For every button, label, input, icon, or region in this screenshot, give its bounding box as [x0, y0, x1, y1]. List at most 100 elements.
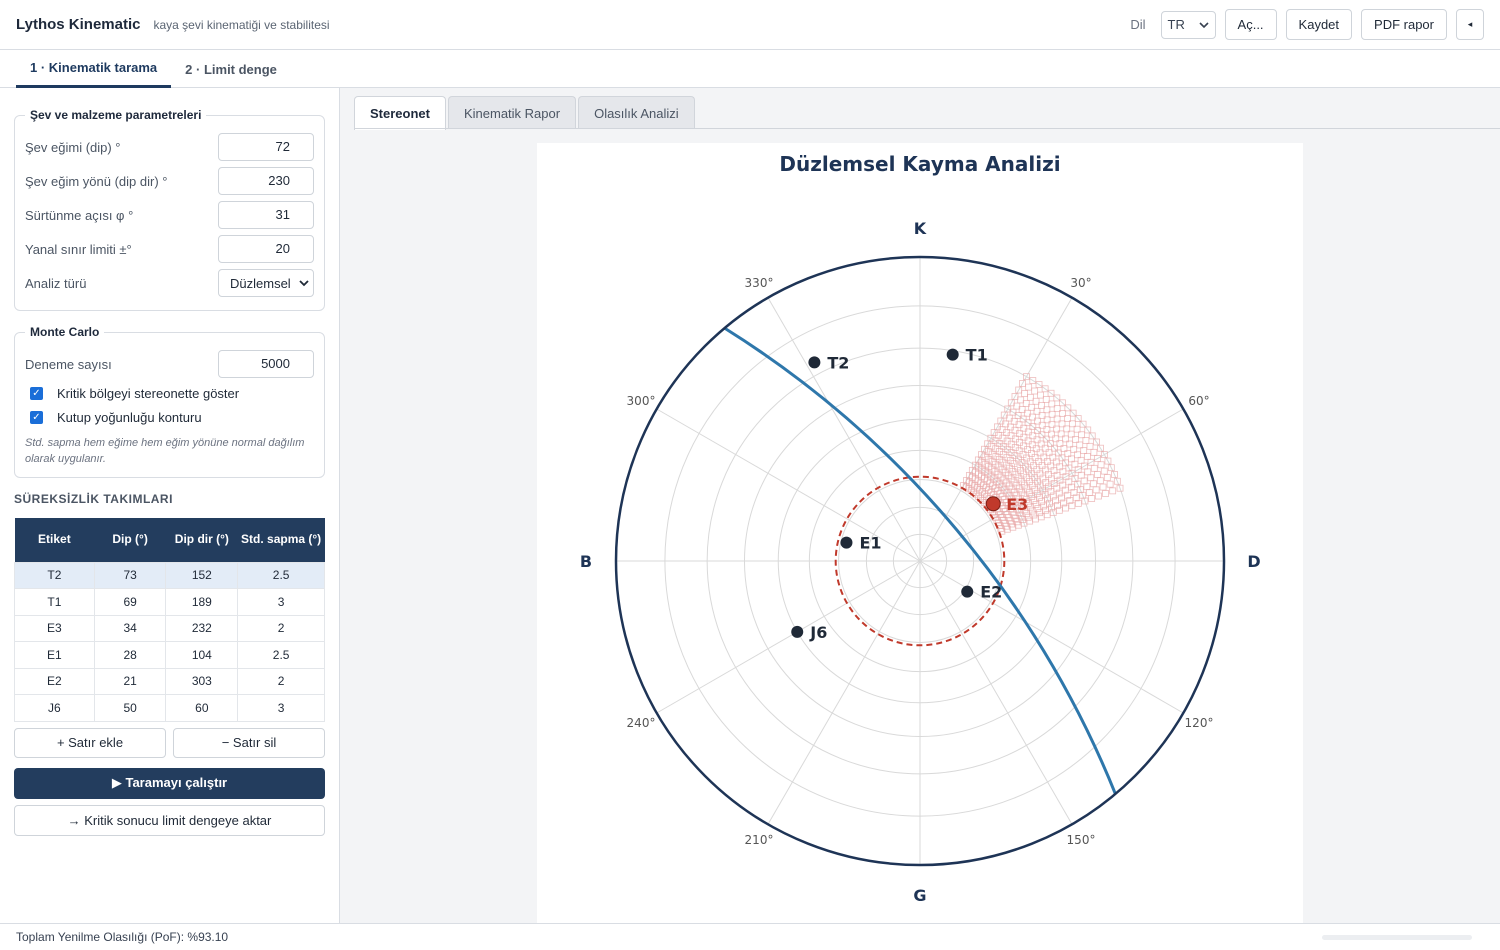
critical-zone-sample [1084, 452, 1091, 460]
cell-stddev[interactable]: 2 [237, 667, 325, 695]
cell-label[interactable]: T2 [14, 561, 95, 589]
critical-zone-sample [1060, 445, 1068, 452]
cell-dip[interactable]: 50 [93, 694, 167, 722]
cell-dip[interactable]: 73 [93, 561, 167, 589]
cell-dipdir[interactable]: 152 [165, 561, 239, 589]
cell-dipdir[interactable]: 232 [165, 614, 239, 642]
cell-stddev[interactable]: 2 [237, 614, 325, 642]
analysis-type-select[interactable]: Düzlemsel [218, 269, 314, 297]
critical-zone-sample [985, 455, 993, 463]
cell-stddev[interactable]: 3 [237, 694, 325, 722]
save-button[interactable]: Kaydet [1285, 9, 1353, 40]
critical-zone-sample [1017, 396, 1025, 404]
critical-zone-sample [1025, 383, 1033, 391]
tab-probability-analysis[interactable]: Olasılık Analizi [578, 96, 695, 129]
slope-dip-input[interactable]: 72 [218, 133, 314, 161]
cell-dipdir[interactable]: 60 [165, 694, 239, 722]
open-button[interactable]: Aç... [1224, 9, 1277, 40]
azimuth-label-30: 30° [1070, 276, 1091, 290]
critical-zone-sample [1043, 511, 1051, 519]
grid-spoke [656, 560, 921, 714]
stereonet-svg[interactable]: Düzlemsel Kayma Analizi T2 T1 E3 E1 E2 J6 K D… [537, 143, 1303, 923]
critical-zone-sample [1048, 400, 1056, 408]
critical-zone-sample [1086, 442, 1094, 450]
critical-zone-sample [1095, 492, 1102, 500]
cell-stddev[interactable]: 3 [237, 588, 325, 616]
critical-zone-sample [1090, 464, 1098, 472]
table-row[interactable]: E1 28 104 2.5 [14, 641, 325, 669]
cell-dipdir[interactable]: 303 [165, 667, 239, 695]
critical-zone-sample [1096, 477, 1104, 485]
critical-zone-sample [1049, 453, 1057, 461]
tab-limit-equilibrium[interactable]: 2 · Limit denge [185, 61, 277, 77]
lateral-limit-input[interactable]: 20 [218, 235, 314, 263]
pole-density-checkbox[interactable]: ✓ Kutup yoğunluğu konturu [25, 405, 314, 429]
cell-dipdir[interactable]: 189 [165, 588, 239, 616]
friction-angle-input[interactable]: 31 [218, 201, 314, 229]
table-row[interactable]: T1 69 189 3 [14, 588, 325, 616]
cell-stddev[interactable]: 2.5 [237, 561, 325, 589]
tab-kinematic-scan[interactable]: 1 · Kinematik tarama [16, 50, 172, 88]
column-header-dipdir[interactable]: Dip dir (°) [165, 518, 238, 562]
critical-zone-sample [1013, 518, 1021, 526]
tab-stereonet[interactable]: Stereonet [354, 96, 446, 130]
critical-zone-sample [1072, 436, 1079, 443]
critical-zone-sample [1088, 495, 1096, 502]
table-row[interactable]: T2 73 152 2.5 [14, 561, 325, 589]
cell-dip[interactable]: 69 [93, 588, 167, 616]
trials-input[interactable]: 5000 [218, 350, 314, 378]
critical-zone-sample [1026, 393, 1034, 401]
critical-zone-sample [1024, 513, 1032, 521]
critical-zone-sample [1019, 450, 1027, 458]
run-scan-button[interactable]: ▶ Taramayı çalıştır [14, 767, 325, 799]
critical-zone-sample [1042, 435, 1050, 443]
table-row[interactable]: J6 50 60 3 [14, 694, 325, 722]
pole-density-label: Kutup yoğunluğu konturu [57, 409, 202, 425]
grid-spoke [919, 560, 1184, 714]
add-row-button[interactable]: + Satır ekle [14, 727, 166, 758]
cell-stddev[interactable]: 2.5 [237, 641, 325, 669]
cell-dip[interactable]: 21 [93, 667, 167, 695]
critical-zone-sample [1029, 413, 1036, 421]
chevron-left-icon: ◂ [1467, 19, 1473, 29]
cell-label[interactable]: J6 [14, 694, 95, 722]
cell-label[interactable]: E1 [14, 641, 95, 669]
critical-zone-sample [1116, 484, 1124, 492]
collapse-panel-button[interactable]: ◂ [1456, 9, 1484, 40]
cell-dip[interactable]: 34 [93, 614, 167, 642]
column-header-dip[interactable]: Dip (°) [94, 518, 166, 562]
show-critical-zone-checkbox[interactable]: ✓ Kritik bölgeyi stereonette göster [25, 381, 314, 405]
table-row[interactable]: E3 34 232 2 [14, 614, 325, 642]
tab-kinematic-report[interactable]: Kinematik Rapor [447, 96, 577, 129]
critical-zone-sample [1079, 420, 1087, 428]
critical-zone-sample [1081, 497, 1089, 505]
critical-zone-sample [1049, 492, 1057, 500]
stereonet-lines [614, 255, 1226, 867]
column-header-stddev[interactable]: Std. sapma (°) [237, 518, 325, 562]
delete-row-button[interactable]: − Satır sil [173, 727, 325, 758]
critical-zone-sample [1078, 431, 1085, 439]
cell-dipdir[interactable]: 104 [165, 641, 239, 669]
critical-zone-sample [1111, 471, 1118, 478]
pdf-report-button[interactable]: PDF rapor [1361, 9, 1447, 40]
param-row-trials: Deneme sayısı 5000 [25, 347, 314, 381]
cell-dip[interactable]: 28 [93, 641, 167, 669]
column-header-label[interactable]: Etiket [14, 518, 95, 562]
transfer-critical-button[interactable]: → Kritik sonucu limit dengeye aktar [14, 804, 325, 836]
cell-label[interactable]: T1 [14, 588, 95, 616]
critical-zone-sample [1038, 421, 1046, 429]
critical-zone-sample [1019, 380, 1026, 387]
language-select[interactable]: TR [1160, 10, 1216, 39]
critical-zone-sample [1109, 487, 1117, 495]
critical-zone-sample [1053, 394, 1061, 402]
critical-zone-sample [1023, 373, 1030, 381]
pole-label: E3 [1006, 495, 1028, 514]
cell-label[interactable]: E3 [14, 614, 95, 642]
monte-carlo-legend: Monte Carlo [30, 325, 100, 339]
slope-dipdir-input[interactable]: 230 [218, 167, 314, 195]
cell-label[interactable]: E2 [14, 667, 95, 695]
critical-zone-sample [1043, 406, 1051, 414]
critical-zone-sample [1053, 415, 1061, 423]
table-row[interactable]: E2 21 303 2 [14, 667, 325, 695]
critical-zone-sample [1037, 513, 1045, 521]
